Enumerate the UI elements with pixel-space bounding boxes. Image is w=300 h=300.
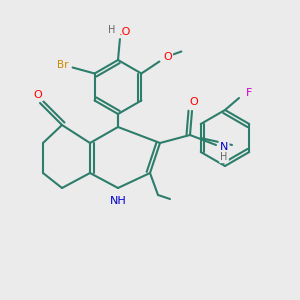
Text: NH: NH — [110, 196, 126, 206]
Text: F: F — [246, 88, 252, 98]
Text: O: O — [190, 97, 198, 107]
Text: .O: .O — [119, 27, 131, 37]
Text: O: O — [34, 90, 42, 100]
Text: H: H — [108, 25, 116, 35]
Text: Br: Br — [57, 61, 68, 70]
Text: H: H — [220, 152, 228, 162]
Text: O: O — [163, 52, 172, 61]
Text: N: N — [220, 142, 228, 152]
